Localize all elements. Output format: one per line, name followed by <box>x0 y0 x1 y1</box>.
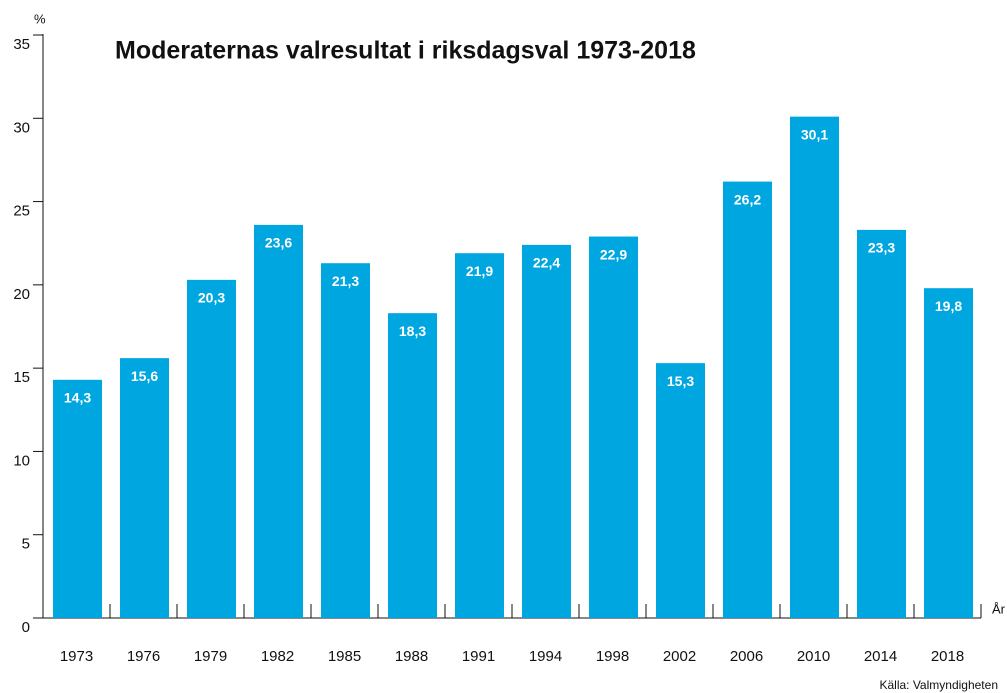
value-label: 15,6 <box>131 368 158 384</box>
value-label: 21,9 <box>466 263 493 279</box>
y-tick-label: 25 <box>13 203 30 220</box>
x-tick-label: 1985 <box>328 648 361 665</box>
bar <box>589 236 638 618</box>
y-tick-label: 35 <box>13 36 30 53</box>
x-tick-label: 2010 <box>797 648 830 665</box>
bar <box>723 181 772 618</box>
x-tick-label: 1973 <box>60 648 93 665</box>
x-tick-label: 1976 <box>127 648 160 665</box>
y-tick-label: 0 <box>22 619 30 636</box>
value-label: 22,9 <box>600 246 627 262</box>
value-label: 23,6 <box>265 235 292 251</box>
y-axis-label: % <box>34 11 46 26</box>
bar <box>120 358 169 618</box>
x-tick-label: 2006 <box>730 648 763 665</box>
x-axis-label: År <box>992 601 1006 616</box>
x-tick-label: 1979 <box>194 648 227 665</box>
value-label: 22,4 <box>533 255 560 271</box>
bar <box>388 313 437 618</box>
bar <box>522 244 571 618</box>
value-label: 23,3 <box>868 240 895 256</box>
bar <box>53 379 102 618</box>
bar <box>187 279 236 618</box>
bar <box>857 229 906 619</box>
x-tick-label: 1982 <box>261 648 294 665</box>
value-label: 15,3 <box>667 373 694 389</box>
bar <box>790 116 839 619</box>
y-tick-label: 5 <box>22 536 30 553</box>
x-tick-label: 2014 <box>864 648 897 665</box>
x-tick-label: 2002 <box>663 648 696 665</box>
bar <box>656 363 705 618</box>
x-tick-label: 1994 <box>529 648 562 665</box>
source: Källa: Valmyndigheten <box>879 678 998 692</box>
value-label: 18,3 <box>399 323 426 339</box>
value-label: 19,8 <box>935 298 962 314</box>
y-tick-label: 30 <box>13 119 30 136</box>
x-tick-label: 1991 <box>462 648 495 665</box>
y-tick-label: 15 <box>13 369 30 386</box>
value-label: 14,3 <box>64 390 91 406</box>
value-label: 30,1 <box>801 126 828 142</box>
value-label: 21,3 <box>332 273 359 289</box>
x-tick-label: 1998 <box>596 648 629 665</box>
x-tick-label: 2018 <box>931 648 964 665</box>
value-label: 20,3 <box>198 290 225 306</box>
bar <box>924 288 973 618</box>
x-tick-label: 1988 <box>395 648 428 665</box>
y-tick-label: 10 <box>13 452 30 469</box>
bar <box>254 224 303 619</box>
bar <box>321 263 370 618</box>
bar <box>455 253 504 619</box>
y-tick-label: 20 <box>13 286 30 303</box>
chart-title: Moderaternas valresultat i riksdagsval 1… <box>115 37 696 65</box>
value-label: 26,2 <box>734 191 761 207</box>
